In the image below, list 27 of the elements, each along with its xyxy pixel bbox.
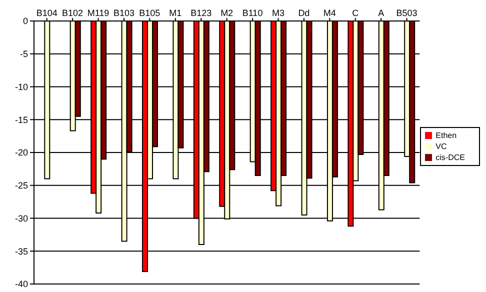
y-tick-label: -15 <box>14 114 28 125</box>
x-tick-label: B104 <box>36 8 58 18</box>
x-tick-label: B102 <box>62 8 84 18</box>
x-tick-label: M4 <box>323 8 336 18</box>
y-tick-label: -5 <box>20 49 28 60</box>
x-tick-label: B110 <box>242 8 263 18</box>
legend-label: Ethen <box>436 130 457 140</box>
x-tick-label: B503 <box>396 8 418 18</box>
x-tick-label: C <box>352 8 360 18</box>
x-tick-label: M2 <box>220 8 234 18</box>
x-tick-label: A <box>378 8 384 18</box>
x-tick-label: B123 <box>190 8 212 18</box>
x-tick-label: B105 <box>139 8 160 18</box>
x-tick-label: M119 <box>87 8 110 18</box>
y-tick-label: -20 <box>14 148 28 158</box>
y-tick-label: -10 <box>14 82 28 92</box>
x-tick-label: Dd <box>298 8 310 18</box>
y-tick-label: 0 <box>22 16 28 26</box>
y-tick-label: -40 <box>14 279 28 290</box>
y-tick-label: -30 <box>14 213 28 224</box>
legend-label: VC <box>436 142 447 150</box>
y-tick-label: -35 <box>14 246 28 256</box>
x-tick-label: M3 <box>272 8 285 18</box>
legend-label: cis-DCE <box>436 152 465 162</box>
y-tick-label: -25 <box>14 180 28 191</box>
x-tick-label: M1 <box>169 8 182 18</box>
x-tick-label: B103 <box>113 8 134 18</box>
